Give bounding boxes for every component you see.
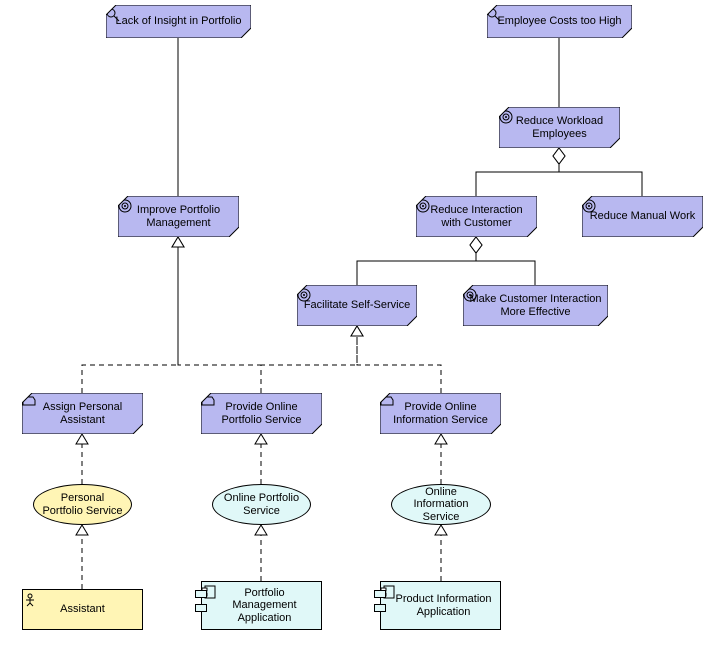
node-label: Facilitate Self-Service (304, 299, 410, 312)
node-label: Portfolio Management Application (214, 587, 315, 625)
node-svc_ois: Online Information Service (391, 484, 491, 525)
node-goal_ipm: Improve Portfolio Management (118, 196, 239, 237)
node-req_apa: Assign Personal Assistant (22, 393, 143, 434)
node-svc_ops: Online Portfolio Service (212, 484, 311, 525)
node-label: Online Portfolio Service (219, 492, 304, 517)
node-label: Provide Online Portfolio Service (207, 401, 316, 426)
node-label: Personal Portfolio Service (40, 492, 125, 517)
component-tab (374, 590, 386, 598)
node-label: Reduce Manual Work (590, 210, 696, 223)
node-goal_mci: Make Customer Interaction More Effective (463, 285, 608, 326)
node-goal_ric: Reduce Interaction with Customer (416, 196, 537, 237)
node-goal_rmw: Reduce Manual Work (582, 196, 703, 237)
node-label: Assign Personal Assistant (28, 401, 137, 426)
node-label: Reduce Workload Employees (505, 115, 614, 140)
component-tab (374, 604, 386, 612)
component-tab (195, 604, 207, 612)
node-req_pops: Provide Online Portfolio Service (201, 393, 322, 434)
node-label: Assistant (60, 603, 105, 616)
node-req_pois: Provide Online Information Service (380, 393, 501, 434)
node-actor_assist: Assistant (22, 589, 143, 630)
node-goal_rwe: Reduce Workload Employees (499, 107, 620, 148)
node-goal_fss: Facilitate Self-Service (297, 285, 417, 326)
edges-layer (0, 0, 714, 653)
node-label: Product Information Application (393, 593, 494, 618)
node-label: Improve Portfolio Management (124, 204, 233, 229)
node-label: Online Information Service (398, 486, 484, 524)
node-label: Reduce Interaction with Customer (422, 204, 531, 229)
component-tab (195, 590, 207, 598)
node-svc_pps: Personal Portfolio Service (33, 484, 132, 525)
node-label: Provide Online Information Service (386, 401, 495, 426)
actor-icon (23, 593, 37, 607)
node-label: Lack of Insight in Portfolio (116, 15, 242, 28)
node-label: Employee Costs too High (497, 15, 621, 28)
node-app_pia: Product Information Application (380, 581, 501, 630)
node-label: Make Customer Interaction More Effective (469, 293, 602, 318)
node-app_pma: Portfolio Management Application (201, 581, 322, 630)
node-driver1: Lack of Insight in Portfolio (106, 5, 251, 38)
node-driver2: Employee Costs too High (487, 5, 632, 38)
